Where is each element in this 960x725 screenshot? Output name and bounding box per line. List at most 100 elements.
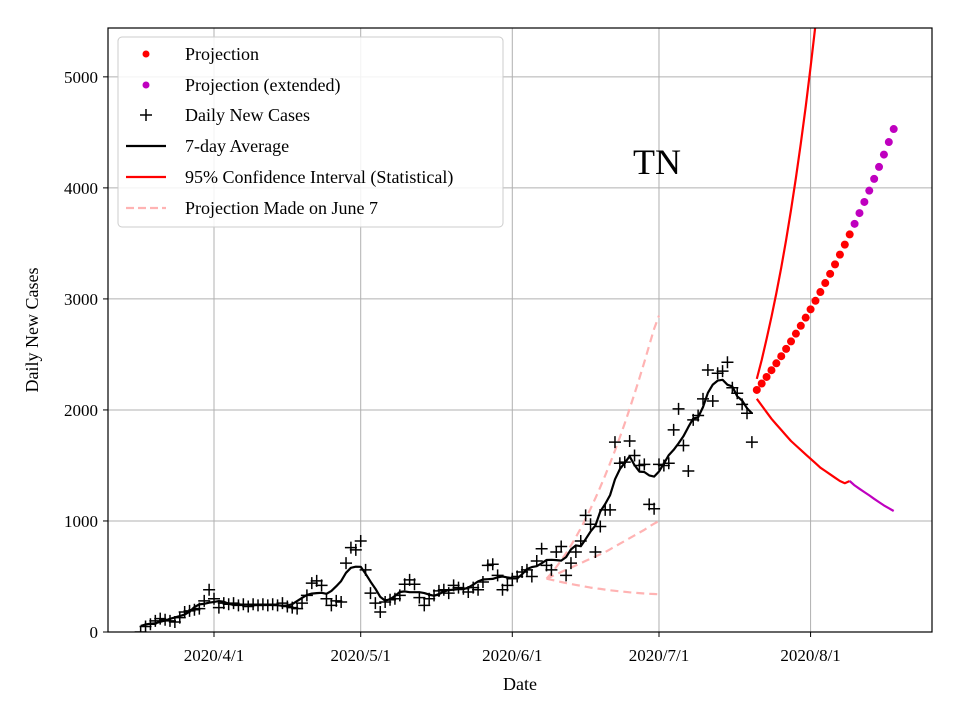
june7-projection-upper bbox=[545, 315, 661, 580]
daily-cases-point bbox=[535, 542, 548, 555]
daily-cases-point bbox=[452, 581, 465, 594]
projection-point bbox=[811, 296, 820, 305]
y-tick-label: 3000 bbox=[64, 290, 98, 309]
projection-extended-point bbox=[865, 186, 874, 195]
projection-point bbox=[816, 288, 825, 297]
daily-cases-point bbox=[344, 541, 357, 554]
y-tick-label: 0 bbox=[90, 623, 99, 642]
projection-point bbox=[835, 250, 844, 259]
daily-cases-point bbox=[408, 578, 421, 591]
daily-cases-point bbox=[706, 395, 719, 408]
daily-cases-point bbox=[203, 583, 216, 596]
x-tick-label: 2020/4/1 bbox=[184, 646, 244, 665]
daily-cases-point bbox=[491, 569, 504, 582]
projection-point bbox=[796, 321, 805, 330]
daily-cases-point bbox=[628, 449, 641, 462]
daily-cases-point bbox=[134, 626, 147, 632]
daily-cases-point bbox=[501, 579, 514, 592]
daily-cases-point bbox=[608, 436, 621, 449]
legend: Projection Projection (extended) Daily N… bbox=[117, 36, 504, 228]
daily-cases-point bbox=[413, 591, 426, 604]
daily-cases-point bbox=[638, 458, 651, 471]
daily-cases-point bbox=[335, 596, 348, 609]
projection-point bbox=[845, 230, 854, 239]
projection-point bbox=[840, 240, 849, 249]
daily-cases-point bbox=[560, 569, 573, 582]
daily-cases-point bbox=[604, 503, 617, 516]
projection-extended-point bbox=[850, 219, 859, 228]
legend-label-daily: Daily New Cases bbox=[185, 105, 310, 125]
daily-cases-point bbox=[701, 363, 714, 376]
daily-cases-point bbox=[555, 540, 568, 553]
daily-cases-point bbox=[716, 365, 729, 378]
legend-label-projection: Projection bbox=[185, 44, 259, 64]
daily-cases-point bbox=[682, 465, 695, 478]
daily-cases-point bbox=[379, 596, 392, 609]
projection-extended-point bbox=[884, 138, 893, 147]
legend-label-projection-extended: Projection (extended) bbox=[185, 75, 340, 96]
daily-cases-point bbox=[354, 534, 367, 547]
series-layer bbox=[134, 28, 898, 632]
projection-point bbox=[831, 260, 840, 269]
projection-point bbox=[826, 269, 835, 278]
daily-cases-point bbox=[374, 606, 387, 619]
june7-projection-middle bbox=[546, 520, 660, 580]
daily-cases-point bbox=[677, 439, 690, 452]
daily-cases-point bbox=[584, 518, 597, 531]
daily-cases-point bbox=[486, 558, 499, 571]
projection-point bbox=[772, 359, 781, 368]
projection-extended-point bbox=[875, 162, 884, 171]
daily-cases-point bbox=[672, 402, 685, 415]
ci-lower-line bbox=[755, 398, 851, 485]
daily-cases-point bbox=[589, 546, 602, 559]
plot-area bbox=[134, 28, 898, 632]
daily-cases-point bbox=[623, 435, 636, 448]
y-axis-label: Daily New Cases bbox=[22, 268, 42, 393]
daily-cases-point bbox=[697, 392, 709, 405]
daily-cases-point bbox=[545, 563, 558, 576]
legend-label-ci: 95% Confidence Interval (Statistical) bbox=[185, 167, 453, 188]
daily-cases-point bbox=[525, 570, 538, 583]
projection-point bbox=[762, 372, 771, 381]
legend-marker-projection-extended bbox=[142, 81, 150, 89]
legend-label-average: 7-day Average bbox=[185, 136, 289, 156]
daily-cases-point bbox=[369, 597, 382, 610]
daily-cases-point bbox=[149, 614, 162, 627]
projection-point bbox=[791, 329, 800, 338]
x-axis-label: Date bbox=[503, 674, 537, 694]
projection-point bbox=[767, 366, 776, 375]
projection-extended-point bbox=[879, 150, 888, 159]
daily-cases-point bbox=[364, 587, 377, 600]
daily-cases-point bbox=[569, 546, 582, 559]
daily-cases-point bbox=[349, 543, 362, 556]
projection-extended-point bbox=[889, 125, 898, 134]
daily-cases-point bbox=[305, 577, 318, 590]
ticks: 0 1000 2000 3000 4000 5000 2020/4/1 2020/5/1 202… bbox=[64, 68, 841, 665]
x-tick-label: 2020/5/1 bbox=[330, 646, 390, 665]
daily-cases-point bbox=[579, 509, 592, 522]
projection-point bbox=[782, 344, 791, 353]
axes-frame bbox=[107, 27, 933, 633]
daily-cases-point bbox=[648, 502, 661, 515]
projection-point bbox=[787, 337, 796, 346]
june7-projection-lower bbox=[546, 577, 660, 596]
daily-cases-point bbox=[721, 356, 734, 369]
ci-lower-extended-line bbox=[848, 480, 895, 512]
projection-extended-point bbox=[855, 209, 864, 218]
daily-cases-point bbox=[340, 557, 353, 570]
daily-cases-point bbox=[594, 520, 607, 533]
daily-cases-point bbox=[711, 367, 724, 380]
x-tick-label: 2020/6/1 bbox=[482, 646, 542, 665]
state-annotation: TN bbox=[633, 142, 681, 182]
ci-upper-line bbox=[755, 28, 817, 380]
daily-cases-point bbox=[481, 559, 494, 572]
projection-point bbox=[752, 385, 761, 394]
projection-point bbox=[801, 313, 810, 322]
y-tick-label: 1000 bbox=[64, 512, 98, 531]
legend-label-june7: Projection Made on June 7 bbox=[185, 198, 378, 218]
legend-marker-daily bbox=[140, 109, 152, 121]
daily-cases-point bbox=[472, 583, 485, 596]
projection-point bbox=[821, 279, 830, 288]
daily-cases-point bbox=[418, 599, 431, 612]
